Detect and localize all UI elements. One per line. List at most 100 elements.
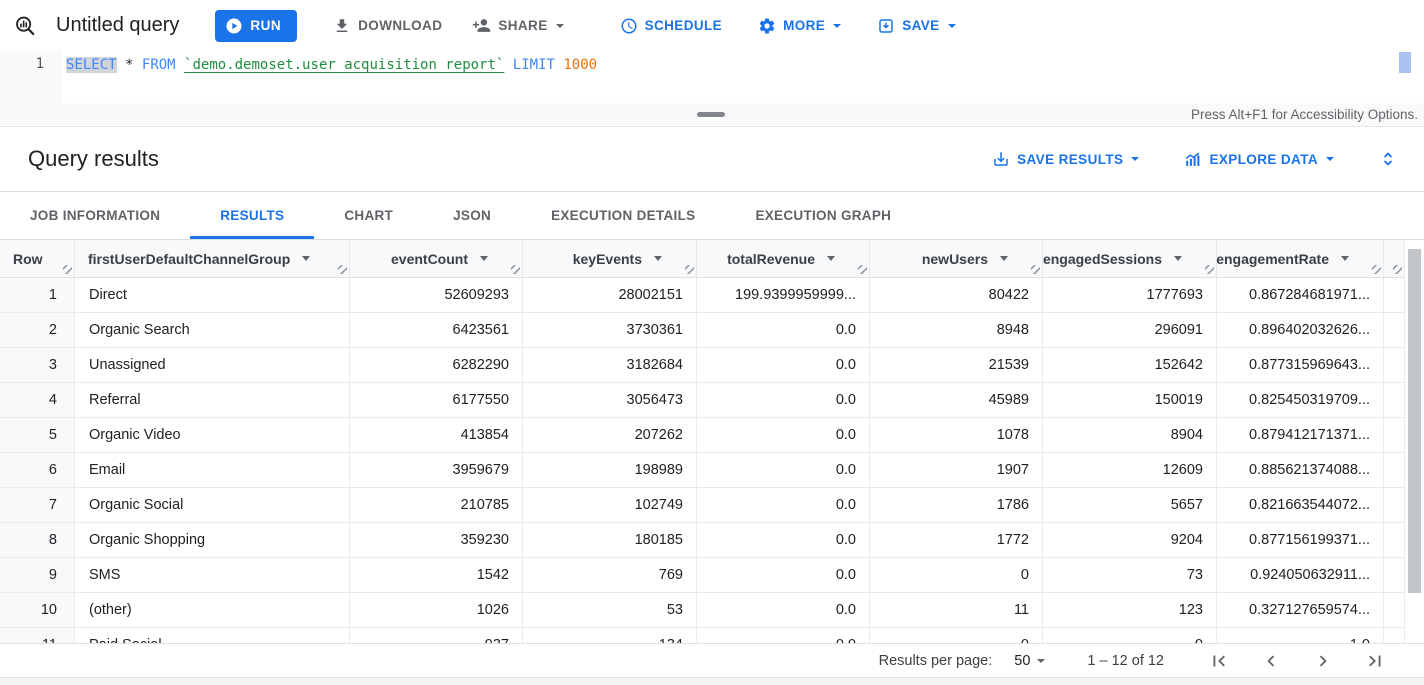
- cell-totalRevenue: 0.0: [697, 313, 870, 347]
- last-page-button[interactable]: [1364, 650, 1386, 672]
- cell-eventCount: 1026: [350, 593, 523, 627]
- editor-scrollbar-thumb[interactable]: [1399, 52, 1411, 73]
- sql-token: [133, 57, 141, 73]
- column-header-engagedSessions[interactable]: engagedSessions: [1043, 240, 1217, 277]
- chevron-right-icon: [1319, 655, 1327, 666]
- cell-keyEvents: 207262: [523, 418, 697, 452]
- sql-token: [504, 57, 512, 73]
- column-resize-handle[interactable]: [858, 265, 867, 274]
- column-header-spacer: [1384, 240, 1404, 277]
- cell-spacer: [1384, 488, 1404, 522]
- editor-status-strip: Press Alt+F1 for Accessibility Options.: [0, 103, 1424, 127]
- column-label: totalRevenue: [727, 250, 815, 267]
- cell-totalRevenue: 0.0: [697, 523, 870, 557]
- more-button[interactable]: MORE: [750, 11, 849, 41]
- cell-firstUserDefaultChannelGroup: Unassigned: [75, 348, 350, 382]
- tab-execution-graph[interactable]: EXECUTION GRAPH: [755, 208, 892, 223]
- column-menu-caret-icon[interactable]: [1174, 256, 1182, 261]
- column-header-engagementRate[interactable]: engagementRate: [1216, 240, 1384, 277]
- cell-spacer: [1384, 453, 1404, 487]
- next-page-button[interactable]: [1312, 650, 1334, 672]
- cell-eventCount: 413854: [350, 418, 523, 452]
- cell-engagementRate: 0.867284681971...: [1217, 278, 1384, 312]
- cell-spacer: [1384, 628, 1404, 643]
- column-resize-handle[interactable]: [1031, 265, 1040, 274]
- column-header-totalRevenue[interactable]: totalRevenue: [697, 240, 870, 277]
- column-header-keyEvents[interactable]: keyEvents: [523, 240, 697, 277]
- table-scrollbar-thumb[interactable]: [1408, 249, 1421, 593]
- download-button[interactable]: DOWNLOAD: [325, 11, 450, 41]
- cell-eventCount: 6177550: [350, 383, 523, 417]
- cell-keyEvents: 180185: [523, 523, 697, 557]
- column-label: engagementRate: [1216, 250, 1329, 267]
- column-resize-handle[interactable]: [685, 265, 694, 274]
- column-menu-caret-icon[interactable]: [1000, 256, 1008, 261]
- save-icon: [877, 17, 895, 35]
- cell-firstUserDefaultChannelGroup: Email: [75, 453, 350, 487]
- column-resize-handle[interactable]: [338, 265, 347, 274]
- cell-newUsers: 21539: [870, 348, 1043, 382]
- expand-results-button[interactable]: [1378, 149, 1398, 169]
- sql-code-line[interactable]: SELECT * FROM `demo.demoset.user_acquisi…: [66, 56, 597, 75]
- cell-engagementRate: 1.0: [1217, 628, 1384, 643]
- table-row: 7 Organic Social 210785 102749 0.0 1786 5657 0.…: [0, 488, 1424, 523]
- person-add-icon: [472, 16, 491, 35]
- cell-newUsers: 45989: [870, 383, 1043, 417]
- column-menu-caret-icon[interactable]: [302, 256, 311, 261]
- table-row: 1 Direct 52609293 28002151 199.9399959999...…: [0, 278, 1424, 313]
- cell-engagedSessions: 152642: [1043, 348, 1217, 382]
- column-resize-handle[interactable]: [1205, 265, 1214, 274]
- cell-engagementRate: 0.877156199371...: [1217, 523, 1384, 557]
- cell-spacer: [1384, 593, 1404, 627]
- table-body: 1 Direct 52609293 28002151 199.9399959999...…: [0, 278, 1424, 643]
- cell-totalRevenue: 0.0: [697, 348, 870, 382]
- column-header-newUsers[interactable]: newUsers: [870, 240, 1043, 277]
- cell-firstUserDefaultChannelGroup: Paid Social: [75, 628, 350, 643]
- tab-chart[interactable]: CHART: [344, 208, 394, 223]
- page-size-select[interactable]: 50: [1014, 653, 1046, 669]
- cell-keyEvents: 3730361: [523, 313, 697, 347]
- query-title[interactable]: Untitled query: [56, 14, 180, 36]
- last-page-icon: [1369, 655, 1381, 666]
- cell-engagementRate: 0.896402032626...: [1217, 313, 1384, 347]
- column-resize-handle[interactable]: [1393, 265, 1402, 274]
- cell-newUsers: 80422: [870, 278, 1043, 312]
- column-resize-handle[interactable]: [1372, 265, 1381, 274]
- column-menu-caret-icon[interactable]: [1341, 256, 1349, 261]
- results-per-page-label: Results per page:: [878, 652, 993, 669]
- row-number: 4: [0, 383, 75, 417]
- column-resize-handle[interactable]: [63, 265, 72, 274]
- column-header-firstUserDefaultChannelGroup[interactable]: firstUserDefaultChannelGroup: [75, 240, 350, 277]
- tab-results[interactable]: RESULTS: [190, 192, 315, 239]
- cell-firstUserDefaultChannelGroup: Organic Social: [75, 488, 350, 522]
- column-resize-handle[interactable]: [511, 265, 520, 274]
- cell-spacer: [1384, 348, 1404, 382]
- run-button[interactable]: RUN: [215, 9, 298, 42]
- column-menu-caret-icon[interactable]: [827, 256, 835, 261]
- tab-job-information[interactable]: JOB INFORMATION: [30, 208, 161, 223]
- tab-json[interactable]: JSON: [453, 208, 492, 223]
- cell-totalRevenue: 0.0: [697, 418, 870, 452]
- download-icon: [333, 17, 351, 35]
- splitter-drag-handle[interactable]: [697, 112, 725, 117]
- cell-engagedSessions: 1777693: [1043, 278, 1217, 312]
- cell-engagedSessions: 12609: [1043, 453, 1217, 487]
- schedule-button[interactable]: SCHEDULE: [612, 11, 730, 41]
- table-scrollbar: [1404, 240, 1424, 643]
- save-button[interactable]: SAVE: [869, 11, 963, 41]
- column-menu-caret-icon[interactable]: [480, 256, 488, 261]
- cell-engagementRate: 0.885621374088...: [1217, 453, 1384, 487]
- cell-firstUserDefaultChannelGroup: Referral: [75, 383, 350, 417]
- previous-page-button[interactable]: [1260, 650, 1282, 672]
- explore-data-button[interactable]: EXPLORE DATA: [1183, 150, 1334, 169]
- first-page-button[interactable]: [1208, 650, 1230, 672]
- save-results-button[interactable]: SAVE RESULTS: [992, 150, 1140, 168]
- tab-execution-details[interactable]: EXECUTION DETAILS: [551, 208, 696, 223]
- column-menu-caret-icon[interactable]: [654, 256, 662, 261]
- cell-totalRevenue: 0.0: [697, 488, 870, 522]
- cell-totalRevenue: 0.0: [697, 558, 870, 592]
- share-button[interactable]: SHARE: [464, 10, 571, 41]
- column-header-eventCount[interactable]: eventCount: [350, 240, 523, 277]
- row-number: 11: [0, 628, 75, 643]
- row-number: 9: [0, 558, 75, 592]
